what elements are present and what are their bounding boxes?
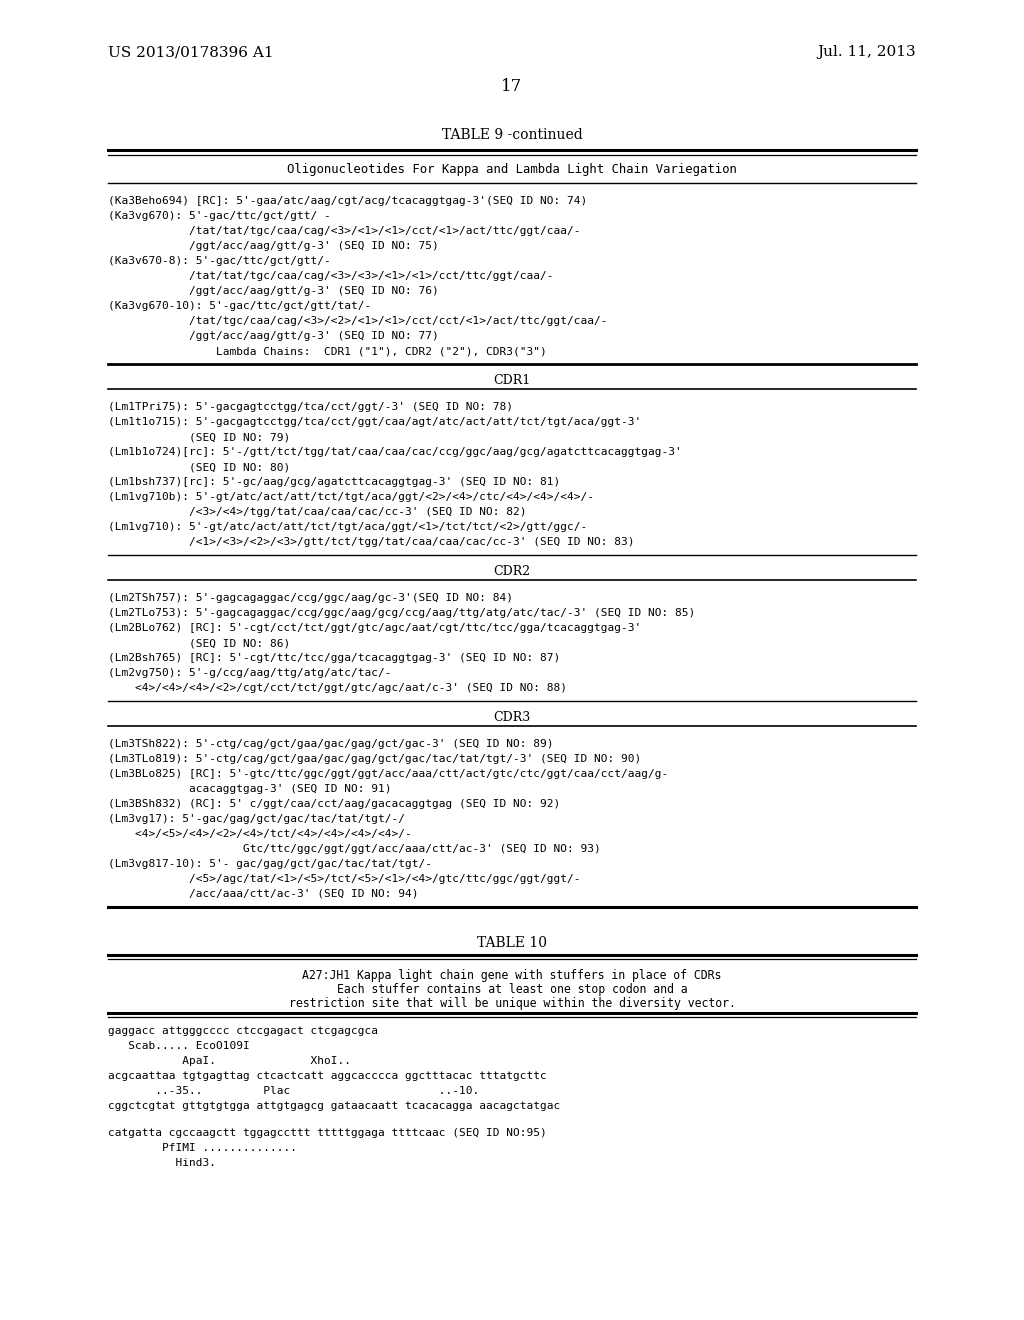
Text: catgatta cgccaagctt tggagccttt tttttggaga ttttcaac (SEQ ID NO:95): catgatta cgccaagctt tggagccttt tttttggag… (108, 1129, 547, 1138)
Text: (Lm3vg817-10): 5'- gac/gag/gct/gac/tac/tat/tgt/-: (Lm3vg817-10): 5'- gac/gag/gct/gac/tac/t… (108, 859, 432, 869)
Text: cggctcgtat gttgtgtgga attgtgagcg gataacaatt tcacacagga aacagctatgac: cggctcgtat gttgtgtgga attgtgagcg gataaca… (108, 1101, 560, 1111)
Text: (Ka3vg670-10): 5'-gac/ttc/gct/gtt/tat/-: (Ka3vg670-10): 5'-gac/ttc/gct/gtt/tat/- (108, 301, 372, 312)
Text: /tat/tat/tgc/caa/cag/<3>/<1>/<1>/cct/<1>/act/ttc/ggt/caa/-: /tat/tat/tgc/caa/cag/<3>/<1>/<1>/cct/<1>… (108, 226, 581, 236)
Text: Lambda Chains:  CDR1 ("1"), CDR2 ("2"), CDR3("3"): Lambda Chains: CDR1 ("1"), CDR2 ("2"), C… (108, 346, 547, 356)
Text: (Lm2TSh757): 5'-gagcagaggac/ccg/ggc/aag/gc-3'(SEQ ID NO: 84): (Lm2TSh757): 5'-gagcagaggac/ccg/ggc/aag/… (108, 593, 513, 603)
Text: US 2013/0178396 A1: US 2013/0178396 A1 (108, 45, 273, 59)
Text: Scab..... EcoO109I: Scab..... EcoO109I (108, 1041, 250, 1051)
Text: (Lm2BLo762) [RC]: 5'-cgt/cct/tct/ggt/gtc/agc/aat/cgt/ttc/tcc/gga/tcacaggtgag-3': (Lm2BLo762) [RC]: 5'-cgt/cct/tct/ggt/gtc… (108, 623, 641, 634)
Text: Oligonucleotides For Kappa and Lambda Light Chain Variegation: Oligonucleotides For Kappa and Lambda Li… (287, 162, 737, 176)
Text: A27:JH1 Kappa light chain gene with stuffers in place of CDRs: A27:JH1 Kappa light chain gene with stuf… (302, 969, 722, 982)
Text: /acc/aaa/ctt/ac-3' (SEQ ID NO: 94): /acc/aaa/ctt/ac-3' (SEQ ID NO: 94) (108, 888, 419, 899)
Text: acacaggtgag-3' (SEQ ID NO: 91): acacaggtgag-3' (SEQ ID NO: 91) (108, 784, 391, 795)
Text: (Lm1t1o715): 5'-gacgagtcctgg/tca/cct/ggt/caa/agt/atc/act/att/tct/tgt/aca/ggt-3': (Lm1t1o715): 5'-gacgagtcctgg/tca/cct/ggt… (108, 417, 641, 426)
Text: ..-35..         Plac                      ..-10.: ..-35.. Plac ..-10. (108, 1086, 479, 1096)
Text: TABLE 9 -continued: TABLE 9 -continued (441, 128, 583, 143)
Text: (Lm3TLo819): 5'-ctg/cag/gct/gaa/gac/gag/gct/gac/tac/tat/tgt/-3' (SEQ ID NO: 90): (Lm3TLo819): 5'-ctg/cag/gct/gaa/gac/gag/… (108, 754, 641, 764)
Text: (Ka3vg670): 5'-gac/ttc/gct/gtt/ -: (Ka3vg670): 5'-gac/ttc/gct/gtt/ - (108, 211, 331, 220)
Text: Each stuffer contains at least one stop codon and a: Each stuffer contains at least one stop … (337, 983, 687, 997)
Text: (Lm1vg710): 5'-gt/atc/act/att/tct/tgt/aca/ggt/<1>/tct/tct/<2>/gtt/ggc/-: (Lm1vg710): 5'-gt/atc/act/att/tct/tgt/ac… (108, 521, 587, 532)
Text: (Ka3Beho694) [RC]: 5'-gaa/atc/aag/cgt/acg/tcacaggtgag-3'(SEQ ID NO: 74): (Ka3Beho694) [RC]: 5'-gaa/atc/aag/cgt/ac… (108, 195, 587, 206)
Text: Hind3.: Hind3. (108, 1158, 216, 1168)
Text: /tat/tat/tgc/caa/cag/<3>/<3>/<1>/<1>/cct/ttc/ggt/caa/-: /tat/tat/tgc/caa/cag/<3>/<3>/<1>/<1>/cct… (108, 271, 554, 281)
Text: /ggt/acc/aag/gtt/g-3' (SEQ ID NO: 77): /ggt/acc/aag/gtt/g-3' (SEQ ID NO: 77) (108, 331, 438, 341)
Text: Jul. 11, 2013: Jul. 11, 2013 (817, 45, 916, 59)
Text: ApaI.              XhoI..: ApaI. XhoI.. (108, 1056, 351, 1067)
Text: CDR3: CDR3 (494, 711, 530, 723)
Text: (Lm1vg710b): 5'-gt/atc/act/att/tct/tgt/aca/ggt/<2>/<4>/ctc/<4>/<4>/<4>/-: (Lm1vg710b): 5'-gt/atc/act/att/tct/tgt/a… (108, 492, 594, 502)
Text: (Lm3BLo825) [RC]: 5'-gtc/ttc/ggc/ggt/ggt/acc/aaa/ctt/act/gtc/ctc/ggt/caa/cct/aag: (Lm3BLo825) [RC]: 5'-gtc/ttc/ggc/ggt/ggt… (108, 770, 669, 779)
Text: <4>/<4>/<4>/<2>/cgt/cct/tct/ggt/gtc/agc/aat/c-3' (SEQ ID NO: 88): <4>/<4>/<4>/<2>/cgt/cct/tct/ggt/gtc/agc/… (108, 682, 567, 693)
Text: (Lm3BSh832) (RC]: 5' c/ggt/caa/cct/aag/gacacaggtgag (SEQ ID NO: 92): (Lm3BSh832) (RC]: 5' c/ggt/caa/cct/aag/g… (108, 799, 560, 809)
Text: (SEQ ID NO: 86): (SEQ ID NO: 86) (108, 638, 290, 648)
Text: (Lm2Bsh765) [RC]: 5'-cgt/ttc/tcc/gga/tcacaggtgag-3' (SEQ ID NO: 87): (Lm2Bsh765) [RC]: 5'-cgt/ttc/tcc/gga/tca… (108, 653, 560, 663)
Text: restriction site that will be unique within the diversity vector.: restriction site that will be unique wit… (289, 997, 735, 1010)
Text: Gtc/ttc/ggc/ggt/ggt/acc/aaa/ctt/ac-3' (SEQ ID NO: 93): Gtc/ttc/ggc/ggt/ggt/acc/aaa/ctt/ac-3' (S… (108, 843, 601, 854)
Text: (Lm3vg17): 5'-gac/gag/gct/gac/tac/tat/tgt/-/: (Lm3vg17): 5'-gac/gag/gct/gac/tac/tat/tg… (108, 814, 406, 824)
Text: (SEQ ID NO: 79): (SEQ ID NO: 79) (108, 432, 290, 442)
Text: /<3>/<4>/tgg/tat/caa/caa/cac/cc-3' (SEQ ID NO: 82): /<3>/<4>/tgg/tat/caa/caa/cac/cc-3' (SEQ … (108, 507, 526, 517)
Text: (Lm3TSh822): 5'-ctg/cag/gct/gaa/gac/gag/gct/gac-3' (SEQ ID NO: 89): (Lm3TSh822): 5'-ctg/cag/gct/gaa/gac/gag/… (108, 739, 554, 748)
Text: /<1>/<3>/<2>/<3>/gtt/tct/tgg/tat/caa/caa/cac/cc-3' (SEQ ID NO: 83): /<1>/<3>/<2>/<3>/gtt/tct/tgg/tat/caa/caa… (108, 537, 635, 546)
Text: (Lm1TPri75): 5'-gacgagtcctgg/tca/cct/ggt/-3' (SEQ ID NO: 78): (Lm1TPri75): 5'-gacgagtcctgg/tca/cct/ggt… (108, 403, 513, 412)
Text: /ggt/acc/aag/gtt/g-3' (SEQ ID NO: 76): /ggt/acc/aag/gtt/g-3' (SEQ ID NO: 76) (108, 286, 438, 296)
Text: PfIMI ..............: PfIMI .............. (108, 1143, 297, 1152)
Text: <4>/<5>/<4>/<2>/<4>/tct/<4>/<4>/<4>/<4>/-: <4>/<5>/<4>/<2>/<4>/tct/<4>/<4>/<4>/<4>/… (108, 829, 412, 840)
Text: /ggt/acc/aag/gtt/g-3' (SEQ ID NO: 75): /ggt/acc/aag/gtt/g-3' (SEQ ID NO: 75) (108, 242, 438, 251)
Text: (Lm1b1o724)[rc]: 5'-/gtt/tct/tgg/tat/caa/caa/cac/ccg/ggc/aag/gcg/agatcttcacaggtg: (Lm1b1o724)[rc]: 5'-/gtt/tct/tgg/tat/caa… (108, 447, 682, 457)
Text: acgcaattaa tgtgagttag ctcactcatt aggcacccca ggctttacac tttatgcttc: acgcaattaa tgtgagttag ctcactcatt aggcacc… (108, 1071, 547, 1081)
Text: (Lm2TLo753): 5'-gagcagaggac/ccg/ggc/aag/gcg/ccg/aag/ttg/atg/atc/tac/-3' (SEQ ID : (Lm2TLo753): 5'-gagcagaggac/ccg/ggc/aag/… (108, 609, 695, 618)
Text: TABLE 10: TABLE 10 (477, 936, 547, 950)
Text: (Lm1bsh737)[rc]: 5'-gc/aag/gcg/agatcttcacaggtgag-3' (SEQ ID NO: 81): (Lm1bsh737)[rc]: 5'-gc/aag/gcg/agatcttca… (108, 477, 560, 487)
Text: (Lm2vg750): 5'-g/ccg/aag/ttg/atg/atc/tac/-: (Lm2vg750): 5'-g/ccg/aag/ttg/atg/atc/tac… (108, 668, 391, 678)
Text: (SEQ ID NO: 80): (SEQ ID NO: 80) (108, 462, 290, 473)
Text: /tat/tgc/caa/cag/<3>/<2>/<1>/<1>/cct/cct/<1>/act/ttc/ggt/caa/-: /tat/tgc/caa/cag/<3>/<2>/<1>/<1>/cct/cct… (108, 315, 607, 326)
Text: (Ka3v670-8): 5'-gac/ttc/gct/gtt/-: (Ka3v670-8): 5'-gac/ttc/gct/gtt/- (108, 256, 331, 267)
Text: CDR2: CDR2 (494, 565, 530, 578)
Text: gaggacc attgggcccc ctccgagact ctcgagcgca: gaggacc attgggcccc ctccgagact ctcgagcgca (108, 1026, 378, 1036)
Text: /<5>/agc/tat/<1>/<5>/tct/<5>/<1>/<4>/gtc/ttc/ggc/ggt/ggt/-: /<5>/agc/tat/<1>/<5>/tct/<5>/<1>/<4>/gtc… (108, 874, 581, 884)
Text: 17: 17 (502, 78, 522, 95)
Text: CDR1: CDR1 (494, 374, 530, 387)
